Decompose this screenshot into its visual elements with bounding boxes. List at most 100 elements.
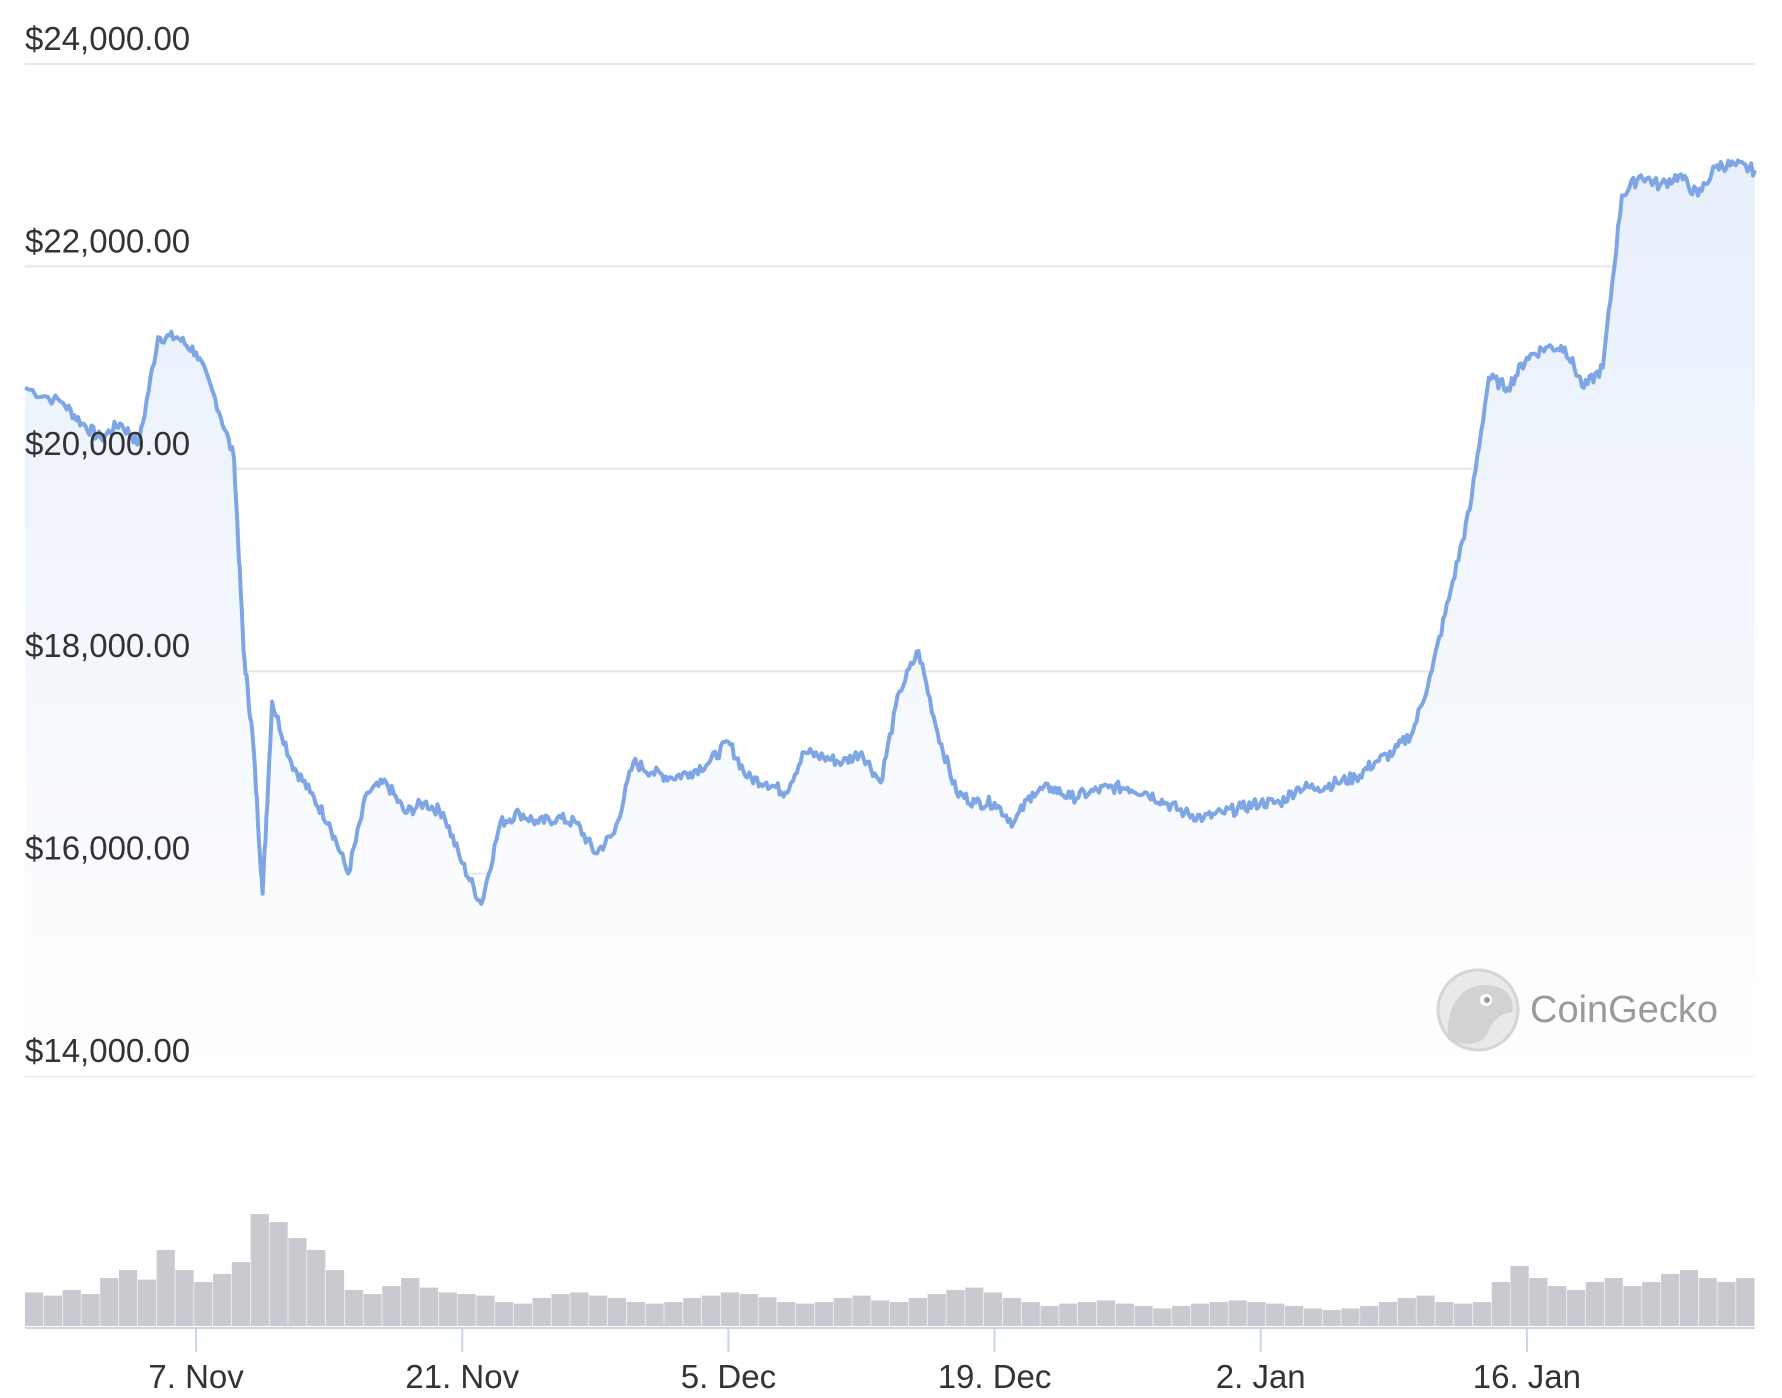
volume-bar xyxy=(495,1302,514,1326)
y-tick-label: $16,000.00 xyxy=(25,830,190,867)
volume-bar xyxy=(1059,1303,1078,1326)
y-axis-labels: $24,000.00 $22,000.00 $20,000.00 $18,000.00… xyxy=(25,20,190,1069)
volume-bar xyxy=(325,1270,345,1326)
volume-bar xyxy=(457,1294,476,1326)
volume-bar xyxy=(382,1286,401,1326)
volume-bar xyxy=(1623,1286,1642,1326)
volume-bar xyxy=(664,1302,683,1326)
volume-bar xyxy=(852,1295,871,1326)
volume-bar xyxy=(1322,1310,1341,1326)
volume-bar xyxy=(25,1292,44,1326)
volume-bar xyxy=(908,1298,927,1326)
volume-bar xyxy=(796,1303,815,1326)
volume-bars xyxy=(25,1214,1755,1326)
x-axis: 7. Nov 21. Nov 5. Dec 19. Dec 2. Jan 16. Jan xyxy=(25,1327,1755,1395)
y-tick-label: $14,000.00 xyxy=(25,1032,190,1069)
volume-bar xyxy=(1153,1308,1172,1326)
volume-bar xyxy=(1172,1306,1191,1326)
volume-bar xyxy=(1378,1302,1398,1326)
volume-bar xyxy=(438,1292,457,1326)
volume-bar xyxy=(119,1270,138,1326)
volume-bar xyxy=(1604,1278,1623,1326)
volume-bar xyxy=(777,1302,796,1326)
volume-bar xyxy=(1567,1290,1586,1326)
volume-bar xyxy=(1134,1306,1153,1326)
volume-bar xyxy=(213,1274,232,1326)
volume-bar xyxy=(363,1294,382,1326)
volume-bar xyxy=(250,1214,269,1326)
coingecko-watermark: CoinGecko xyxy=(1436,968,1718,1052)
volume-bar xyxy=(965,1287,984,1326)
volume-bar xyxy=(1642,1282,1661,1326)
y-tick-label: $20,000.00 xyxy=(25,425,190,462)
y-tick-label: $22,000.00 xyxy=(25,222,190,259)
volume-bar xyxy=(871,1300,890,1326)
volume-bar xyxy=(175,1270,194,1326)
volume-bar xyxy=(100,1278,119,1326)
volume-bar xyxy=(1698,1278,1717,1326)
price-area-fill xyxy=(25,160,1755,1076)
volume-bar xyxy=(513,1303,533,1326)
volume-bar xyxy=(476,1295,495,1326)
watermark-text: CoinGecko xyxy=(1530,989,1718,1031)
volume-bar xyxy=(739,1294,758,1326)
volume-bar xyxy=(1454,1303,1473,1326)
volume-bar xyxy=(1435,1302,1454,1326)
volume-bar xyxy=(814,1302,833,1326)
volume-bar xyxy=(645,1303,664,1326)
y-tick-label: $24,000.00 xyxy=(25,20,190,57)
x-tick-label: 2. Jan xyxy=(1216,1358,1306,1395)
volume-bar xyxy=(1209,1302,1228,1326)
x-tick-label: 16. Jan xyxy=(1473,1358,1581,1395)
volume-bar xyxy=(1397,1298,1416,1326)
volume-bar xyxy=(1341,1308,1360,1326)
volume-bar xyxy=(288,1238,307,1326)
volume-bar xyxy=(1284,1306,1304,1326)
gecko-head-shape xyxy=(1447,985,1513,1044)
volume-bar xyxy=(344,1290,363,1326)
volume-bar xyxy=(683,1298,702,1326)
volume-bar xyxy=(532,1298,551,1326)
volume-bar xyxy=(1021,1302,1040,1326)
volume-bar xyxy=(946,1290,965,1326)
volume-bar xyxy=(1510,1266,1529,1326)
volume-bar xyxy=(927,1294,946,1326)
volume-bar xyxy=(589,1295,608,1326)
volume-bar xyxy=(1736,1278,1755,1326)
volume-bar xyxy=(720,1292,739,1326)
volume-bar xyxy=(1096,1300,1115,1326)
volume-bar xyxy=(419,1287,439,1326)
volume-bar xyxy=(194,1282,213,1326)
volume-bar xyxy=(1247,1302,1266,1326)
volume-bar xyxy=(1303,1308,1322,1326)
volume-bar xyxy=(1040,1306,1059,1326)
volume-bar xyxy=(626,1302,645,1326)
volume-bar xyxy=(231,1262,250,1326)
volume-bar xyxy=(1416,1295,1435,1326)
x-tick-label: 7. Nov xyxy=(148,1358,244,1395)
volume-bar xyxy=(156,1250,175,1326)
volume-bar xyxy=(1491,1282,1510,1326)
volume-bar xyxy=(1360,1306,1379,1326)
volume-bar xyxy=(551,1294,570,1326)
volume-bar xyxy=(890,1302,909,1326)
volume-bar xyxy=(1717,1282,1736,1326)
volume-bar xyxy=(1115,1303,1134,1326)
volume-bar xyxy=(1661,1274,1680,1326)
volume-bar xyxy=(1002,1298,1021,1326)
volume-bar xyxy=(607,1298,627,1326)
volume-bar xyxy=(81,1294,100,1326)
volume-bar xyxy=(269,1222,288,1326)
volume-bar xyxy=(758,1297,777,1326)
volume-bar xyxy=(833,1298,852,1326)
volume-bar xyxy=(401,1278,420,1326)
price-line xyxy=(24,158,1757,906)
volume-bar xyxy=(1190,1303,1210,1326)
volume-bar xyxy=(307,1250,326,1326)
x-tick-label: 21. Nov xyxy=(405,1358,519,1395)
volume-bar xyxy=(1266,1303,1285,1326)
volume-bar xyxy=(1529,1278,1548,1326)
x-tick-label: 19. Dec xyxy=(938,1358,1052,1395)
price-area xyxy=(25,160,1755,1076)
